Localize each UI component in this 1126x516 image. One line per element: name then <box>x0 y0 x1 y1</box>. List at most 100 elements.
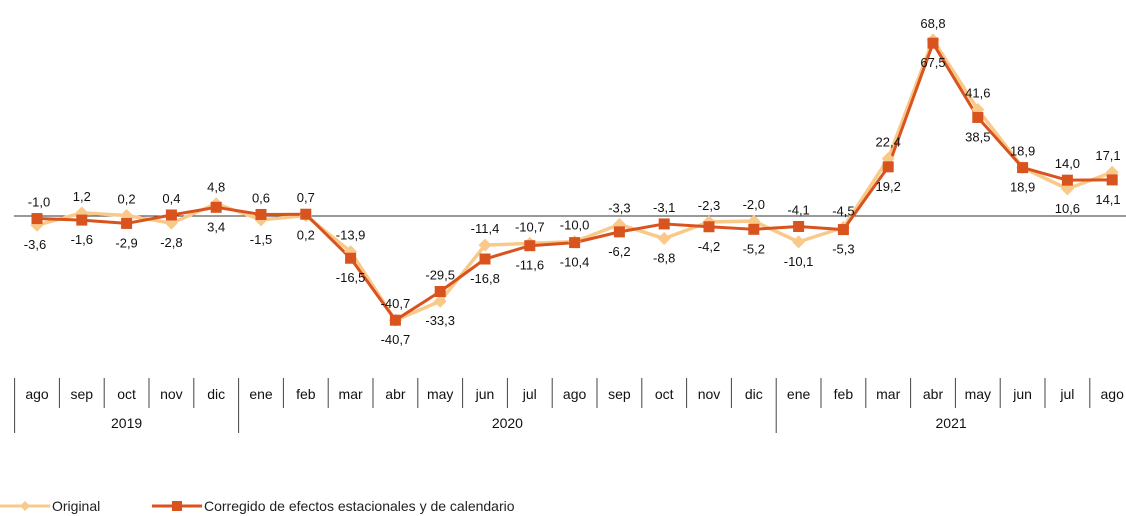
data-label-corrected: 0,7 <box>297 190 315 205</box>
data-label-original: -2,3 <box>698 198 720 213</box>
data-label-original: -4,5 <box>832 204 854 219</box>
x-tick-label: may <box>965 386 991 402</box>
data-point-original <box>344 245 358 259</box>
data-label-corrected: -4,2 <box>698 239 720 254</box>
data-label-corrected: -6,2 <box>608 244 630 259</box>
data-label-corrected: 38,5 <box>965 129 990 144</box>
data-point-corrected <box>703 221 715 233</box>
data-point-original <box>433 294 447 308</box>
x-tick-label: mar <box>876 386 900 402</box>
data-label-corrected: -10,4 <box>560 255 590 270</box>
x-tick-label: sep <box>71 386 94 402</box>
data-label-original: 18,9 <box>1010 144 1035 159</box>
year-label: 2020 <box>492 415 523 431</box>
data-label-original: 17,1 <box>1095 148 1120 163</box>
x-tick-label: nov <box>698 386 721 402</box>
data-label-original: -10,1 <box>784 254 814 269</box>
x-tick-label: nov <box>160 386 183 402</box>
x-tick-label: oct <box>655 386 674 402</box>
legend-swatch-original <box>0 501 50 511</box>
x-tick-label: oct <box>117 386 136 402</box>
x-tick-label: dic <box>207 386 225 402</box>
data-label-original: 4,8 <box>207 180 225 195</box>
data-label-original: 22,4 <box>876 135 901 150</box>
data-label-original: -33,3 <box>425 313 455 328</box>
data-label-original: -2,8 <box>160 235 182 250</box>
data-point-corrected <box>569 237 581 249</box>
data-label-original: 0,2 <box>297 227 315 242</box>
x-tick-label: jul <box>522 386 537 402</box>
data-point-corrected <box>927 37 939 49</box>
data-label-original: 68,8 <box>920 16 945 31</box>
legend-label-original: Original <box>52 498 101 514</box>
data-label-original: -1,5 <box>250 232 272 247</box>
data-label-original: -8,8 <box>653 251 675 266</box>
legend-item-corrected: Corregido de efectos estacionales y de c… <box>152 498 515 514</box>
data-point-corrected <box>524 240 536 252</box>
data-point-corrected <box>1106 174 1118 186</box>
data-point-corrected <box>300 208 312 220</box>
data-label-original: -40,7 <box>381 296 411 311</box>
x-tick-label: ene <box>249 386 273 402</box>
data-label-corrected: -1,0 <box>28 195 50 210</box>
data-label-corrected: 0,6 <box>252 190 270 205</box>
chart-legend: Original Corregido de efectos estacional… <box>0 494 1126 516</box>
legend-swatch-corrected <box>152 501 202 511</box>
data-point-corrected <box>210 201 222 213</box>
x-tick-label: mar <box>339 386 363 402</box>
data-label-original: 10,6 <box>1055 201 1080 216</box>
data-point-original <box>792 235 806 249</box>
legend-item-original: Original <box>0 498 100 514</box>
data-label-corrected: -11,6 <box>515 258 544 273</box>
x-tick-label: jun <box>475 386 495 402</box>
data-point-corrected <box>793 220 805 232</box>
x-tick-label: may <box>427 386 453 402</box>
data-label-original: -10,7 <box>515 219 545 234</box>
data-label-original: -3,3 <box>608 200 630 215</box>
x-tick-label: ene <box>787 386 811 402</box>
data-label-corrected: -4,1 <box>787 202 809 217</box>
data-label-original: -11,4 <box>471 221 500 236</box>
data-point-corrected <box>479 253 491 265</box>
x-tick-label: ago <box>25 386 49 402</box>
x-tick-label: dic <box>745 386 763 402</box>
data-point-corrected <box>255 208 267 220</box>
data-point-corrected <box>345 252 357 264</box>
data-label-corrected: -16,5 <box>336 270 366 285</box>
data-point-corrected <box>434 286 446 298</box>
data-label-corrected: -2,9 <box>115 235 137 250</box>
x-tick-label: sep <box>608 386 631 402</box>
x-tick-label: ago <box>563 386 587 402</box>
data-point-original <box>478 238 492 252</box>
data-label-original: -13,9 <box>336 228 366 243</box>
data-label-corrected: -3,1 <box>653 200 675 215</box>
x-tick-label: abr <box>385 386 406 402</box>
data-label-corrected: -5,2 <box>743 241 765 256</box>
data-label-original: 41,6 <box>965 86 990 101</box>
line-chart: ago sep oct nov dic ene feb mar abr may jun jul ago s… <box>14 16 1126 433</box>
data-label-original: 0,2 <box>118 191 136 206</box>
data-point-corrected <box>121 217 133 229</box>
data-point-corrected <box>31 213 43 225</box>
data-label-corrected: -40,7 <box>381 332 411 347</box>
data-point-corrected <box>1017 162 1029 174</box>
data-label-corrected: 67,5 <box>920 55 945 70</box>
year-label: 2019 <box>111 415 142 431</box>
data-point-corrected <box>972 111 984 123</box>
data-point-corrected <box>613 226 625 238</box>
x-tick-label: jul <box>1059 386 1074 402</box>
data-point-corrected <box>1061 174 1073 186</box>
data-point-original <box>657 232 671 246</box>
x-tick-label: jun <box>1012 386 1032 402</box>
data-label-corrected: 14,1 <box>1095 192 1120 207</box>
series-line-corrected <box>36 41 1113 322</box>
data-point-corrected <box>658 218 670 230</box>
data-point-corrected <box>748 223 760 235</box>
data-point-corrected <box>165 209 177 221</box>
data-label-corrected: 14,0 <box>1055 156 1080 171</box>
x-tick-label: abr <box>923 386 944 402</box>
data-label-corrected: 18,9 <box>1010 180 1035 195</box>
data-point-corrected <box>389 314 401 326</box>
data-label-original: -2,0 <box>743 197 765 212</box>
data-point-corrected <box>882 161 894 173</box>
